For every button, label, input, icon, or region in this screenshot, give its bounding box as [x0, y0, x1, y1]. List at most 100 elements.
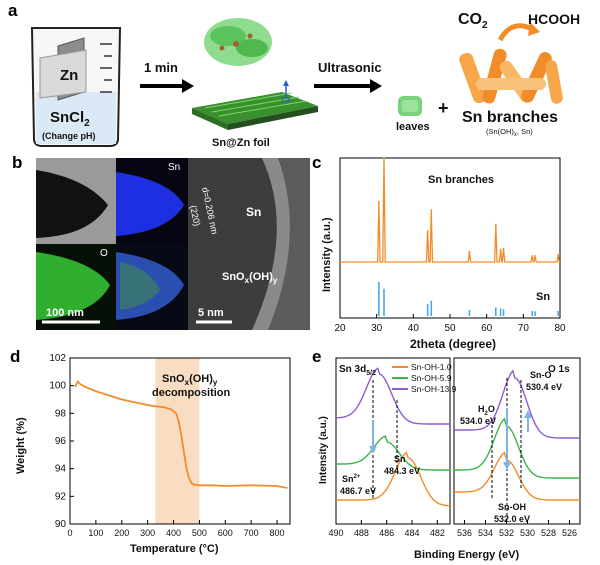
chart-d-ytick-label: 92: [55, 491, 67, 502]
chart-e-right-series-3: [454, 369, 580, 439]
chart-c-peak-point: [531, 254, 533, 257]
chart-c-ylabel: Intensity (a.u.): [321, 217, 333, 292]
chart-e-right-xtick-label: 532: [499, 528, 514, 538]
chart-c-xtick-label: 40: [408, 323, 420, 334]
sn-map-label: Sn: [168, 162, 180, 173]
chart-d-annotation: SnOx(OH)y: [162, 373, 218, 387]
chart-e-ylabel: Intensity (a.u.): [318, 416, 329, 484]
reactant-label: CO2: [458, 11, 488, 31]
chart-e-right-xtick-label: 528: [541, 528, 556, 538]
panel-b: b Sn O 100 nm Sn d=0.206 nm (220) SnOx(O…: [12, 153, 310, 330]
ann-snoh: Sn-OH: [498, 502, 526, 512]
chart-d-series: [74, 379, 288, 489]
chart-d-ylabel: Weight (%): [15, 417, 27, 474]
panel-e: e 490 488 486 484 482 536 534 532 530 528 526 Sn 3…: [312, 347, 581, 561]
chart-d-xtick-label: 400: [166, 528, 181, 538]
panel-label-e: e: [312, 347, 321, 366]
ann-sn-val: 484.3 eV: [384, 466, 420, 476]
chart-c-xtick-label: 60: [481, 323, 493, 334]
chart-e-left-series-2: [336, 435, 450, 471]
chart-e-left-xtick-label: 484: [404, 528, 419, 538]
chart-e-left-frame: [335, 357, 451, 525]
plus-sign: +: [438, 98, 449, 118]
chart-e-left-series-1: [336, 451, 451, 507]
beaker-illustration: [30, 27, 122, 147]
beaker-solution-label: SnCl2: [50, 109, 90, 129]
chart-e-left-xtick-label: 488: [354, 528, 369, 538]
chart-d-xtick-label: 200: [114, 528, 129, 538]
panel-label-d: d: [10, 347, 20, 366]
product-label: HCOOH: [528, 11, 580, 27]
time-label: 1 min: [144, 60, 178, 75]
chart-c-peak-point: [426, 230, 429, 232]
chart-d-annotation-line2: decomposition: [152, 387, 231, 399]
chart-c-xtick-label: 20: [334, 323, 346, 334]
chart-d-ytick-label: 98: [55, 408, 67, 419]
sn-map-shape: [116, 172, 184, 236]
leaves-label: leaves: [396, 121, 430, 133]
o-map-label: O: [100, 248, 108, 259]
chart-e-arrows: [369, 408, 532, 470]
chart-c-peak-point: [534, 254, 536, 257]
hr-sn-label: Sn: [246, 205, 261, 219]
panel-label-c: c: [312, 153, 321, 172]
hrtem-core: [188, 158, 277, 330]
chart-c-peak-point: [430, 209, 433, 211]
chart-d-xtick-label: 300: [140, 528, 155, 538]
plane-label: (220): [188, 204, 202, 227]
chart-d-ytick-label: 102: [49, 353, 66, 364]
chart-e-guides: [372, 378, 522, 520]
ann-sno: Sn-O: [530, 370, 552, 380]
chart-c-series-label-1: Sn branches: [428, 174, 494, 186]
panel-label-b: b: [12, 153, 22, 172]
chart-c-xlabel: 2theta (degree): [410, 337, 496, 351]
leaves-illustration: [398, 96, 422, 116]
chart-c-series: [340, 157, 561, 316]
ann-sno-val: 530.4 eV: [526, 382, 562, 392]
chart-e-right-xtick-label: 530: [520, 528, 535, 538]
panel-label-a: a: [8, 1, 18, 20]
chart-e-right-series-2: [454, 417, 580, 479]
ann-h2o: H2O: [478, 404, 495, 417]
beaker-metal-label: Zn: [60, 67, 78, 84]
arrow-1-head: [182, 79, 194, 93]
chart-d-ytick-label: 96: [55, 436, 67, 447]
chart-c-xtick-label: 70: [518, 323, 530, 334]
chart-d-band: [155, 358, 200, 524]
branches-sub-label: (Sn(OH)x, Sn): [486, 127, 533, 138]
scale-right-label: 5 nm: [198, 307, 224, 319]
chart-d-xtick-label: 600: [218, 528, 233, 538]
sn-branches-illustration: [459, 22, 563, 104]
ann-snoh-val: 532.0 eV: [494, 514, 530, 524]
chart-e-right-xtick-label: 534: [478, 528, 493, 538]
chart-e-left-xtick-label: 490: [328, 528, 343, 538]
chart-e-right-xtick-label: 526: [562, 528, 577, 538]
chart-e-left-series-3: [335, 367, 450, 425]
branches-label: Sn branches: [462, 109, 558, 126]
chart-d-ticks: 0 100 200 300 400 500 600 700 800 90 92 94 96 98 100 10…: [49, 353, 284, 538]
foil-label: Sn@Zn foil: [212, 137, 270, 149]
chart-c-xtick-label: 80: [554, 323, 566, 334]
chart-c-peak-point: [378, 200, 380, 203]
beaker-note: (Change pH): [42, 131, 96, 141]
green-cluster-illustration: [204, 18, 272, 66]
chart-c-xtick-label: 30: [371, 323, 383, 334]
chart-d-xtick-label: 0: [67, 528, 72, 538]
chart-e-legend-label: Sn-OH-1.0: [411, 362, 452, 372]
chart-d-ytick-label: 94: [55, 464, 67, 475]
chart-d-ytick-label: 90: [55, 519, 67, 530]
chart-e-series: [335, 367, 580, 507]
chart-c-peak-point: [502, 247, 505, 250]
chart-c-peak-point: [557, 253, 559, 256]
chart-e-ticks: 490 488 486 484 482 536 534 532 530 528 526: [328, 520, 577, 538]
chart-d-xtick-label: 800: [270, 528, 285, 538]
chart-c-ticks: 20 30 40 50 60 70 80: [334, 314, 566, 334]
chart-e-right-xtick-label: 536: [457, 528, 472, 538]
ann-h2o-val: 534.0 eV: [460, 416, 496, 426]
tem-particle: [36, 170, 108, 238]
panel-d: d 0 100 200 300 400 500 600 700 800 90 92 94 96 98 100…: [10, 347, 291, 555]
chart-e-right-frame: [453, 357, 581, 525]
chart-c-series-label-2: Sn: [536, 291, 550, 303]
panel-a: a Zn SnCl2 (Change pH) 1 min: [8, 1, 580, 149]
chart-e-xlabel: Binding Energy (eV): [414, 549, 519, 561]
